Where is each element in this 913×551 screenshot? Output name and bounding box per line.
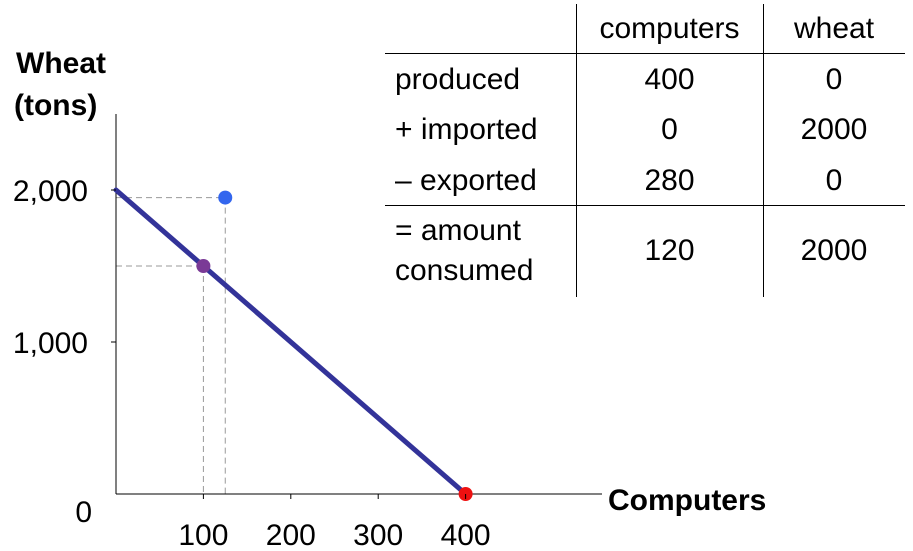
row-label-consumed-line2: consumed (395, 254, 534, 287)
header-computers: computers (599, 12, 740, 45)
y-tick-label-2: 2,000 (13, 175, 88, 208)
header-wheat: wheat (793, 12, 875, 45)
y-tick-label-0: 0 (75, 496, 92, 529)
consumed-wheat: 2000 (800, 234, 868, 267)
consumed-computers: 120 (644, 234, 695, 267)
x-tick-label-0: 100 (178, 519, 228, 551)
data-point-0 (196, 259, 211, 273)
produced-computers: 400 (644, 63, 695, 96)
x-tick-label-1: 200 (266, 519, 316, 551)
y-tick-label-1: 1,000 (13, 327, 88, 360)
row-label-exported: – exported (395, 164, 537, 197)
y-axis-title-line1: Wheat (16, 47, 106, 80)
table-divider-label (576, 4, 577, 297)
exported-wheat: 0 (825, 164, 843, 197)
ppf-line-0 (113, 187, 469, 497)
x-axis-title: Computers (608, 484, 766, 517)
x-tick-label-3: 400 (441, 519, 491, 551)
produced-wheat: 0 (825, 63, 843, 96)
table-header-rule (385, 53, 905, 54)
table-divider-columns (763, 4, 764, 297)
trade-table: computers wheat produced 400 0 + importe… (385, 4, 905, 297)
x-tick-label-2: 300 (353, 519, 403, 551)
imported-wheat: 2000 (800, 113, 868, 146)
imported-computers: 0 (661, 113, 678, 146)
row-label-produced: produced (395, 63, 521, 96)
y-axis-title-line2: (tons) (14, 89, 97, 122)
table-total-rule (385, 205, 905, 206)
data-point-1 (218, 190, 233, 205)
row-label-consumed-line1: = amount (395, 214, 521, 247)
row-label-imported: + imported (395, 113, 538, 146)
exported-computers: 280 (644, 164, 695, 197)
